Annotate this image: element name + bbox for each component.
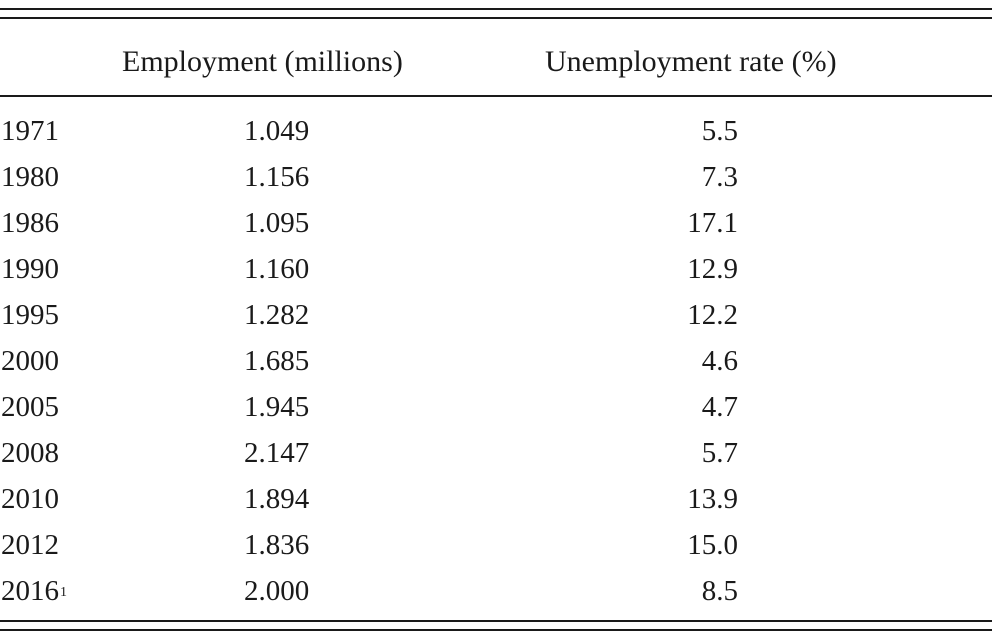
year-cell: 2008 — [1, 430, 59, 476]
table-row: 2010 1.894 13.9 — [0, 476, 992, 522]
employment-cell: 1.836 — [244, 529, 310, 561]
unemployment-cell: 7.3 — [701, 161, 738, 193]
unemployment-cell: 5.5 — [701, 115, 738, 147]
table-row: 2012 1.836 15.0 — [0, 522, 992, 568]
year-cell: 2000 — [1, 338, 59, 384]
employment-cell: 2.000 — [244, 575, 310, 607]
employment-cell: 1.945 — [244, 391, 310, 423]
employment-cell: 1.685 — [244, 345, 310, 377]
employment-cell: 1.894 — [244, 483, 310, 515]
year-text: 1980 — [1, 161, 59, 193]
unemployment-cell: 12.9 — [687, 253, 738, 285]
bottom-rule-outer — [0, 629, 992, 631]
table-row: 1990 1.160 12.9 — [0, 246, 992, 292]
unemployment-cell: 13.9 — [687, 483, 738, 515]
year-cell: 2012 — [1, 522, 59, 568]
year-text: 1986 — [1, 207, 59, 239]
year-text: 2012 — [1, 529, 59, 561]
year-text: 2005 — [1, 391, 59, 423]
bottom-rule-inner — [0, 620, 992, 622]
year-cell: 20161 — [1, 568, 67, 614]
year-text: 2000 — [1, 345, 59, 377]
header-rule — [0, 95, 992, 97]
unemployment-cell: 4.7 — [701, 391, 738, 423]
table-row: 2008 2.147 5.7 — [0, 430, 992, 476]
table-row: 20161 2.000 8.5 — [0, 568, 992, 614]
footnote-marker: 1 — [60, 585, 67, 600]
employment-cell: 1.282 — [244, 299, 310, 331]
year-cell: 2010 — [1, 476, 59, 522]
year-cell: 1990 — [1, 246, 59, 292]
header-employment: Employment (millions) — [122, 45, 403, 78]
employment-cell: 2.147 — [244, 437, 310, 469]
year-cell: 1986 — [1, 200, 59, 246]
unemployment-cell: 15.0 — [687, 529, 738, 561]
table-row: 2000 1.685 4.6 — [0, 338, 992, 384]
header-unemployment: Unemployment rate (%) — [545, 45, 837, 78]
unemployment-cell: 4.6 — [701, 345, 738, 377]
employment-cell: 1.160 — [244, 253, 310, 285]
year-text: 2016 — [1, 575, 59, 607]
unemployment-cell: 8.5 — [701, 575, 738, 607]
table-row: 1995 1.282 12.2 — [0, 292, 992, 338]
year-cell: 1995 — [1, 292, 59, 338]
year-cell: 1980 — [1, 154, 59, 200]
year-text: 1971 — [1, 115, 59, 147]
top-rule-outer — [0, 8, 992, 10]
year-text: 2008 — [1, 437, 59, 469]
table-row: 1986 1.095 17.1 — [0, 200, 992, 246]
year-text: 1990 — [1, 253, 59, 285]
unemployment-cell: 12.2 — [687, 299, 738, 331]
employment-cell: 1.095 — [244, 207, 310, 239]
table-row: 1980 1.156 7.3 — [0, 154, 992, 200]
employment-cell: 1.156 — [244, 161, 310, 193]
year-cell: 2005 — [1, 384, 59, 430]
table-row: 2005 1.945 4.7 — [0, 384, 992, 430]
table-row: 1971 1.049 5.5 — [0, 108, 992, 154]
year-cell: 1971 — [1, 108, 59, 154]
top-rule-inner — [0, 17, 992, 19]
unemployment-cell: 17.1 — [687, 207, 738, 239]
employment-cell: 1.049 — [244, 115, 310, 147]
year-text: 2010 — [1, 483, 59, 515]
year-text: 1995 — [1, 299, 59, 331]
unemployment-cell: 5.7 — [701, 437, 738, 469]
